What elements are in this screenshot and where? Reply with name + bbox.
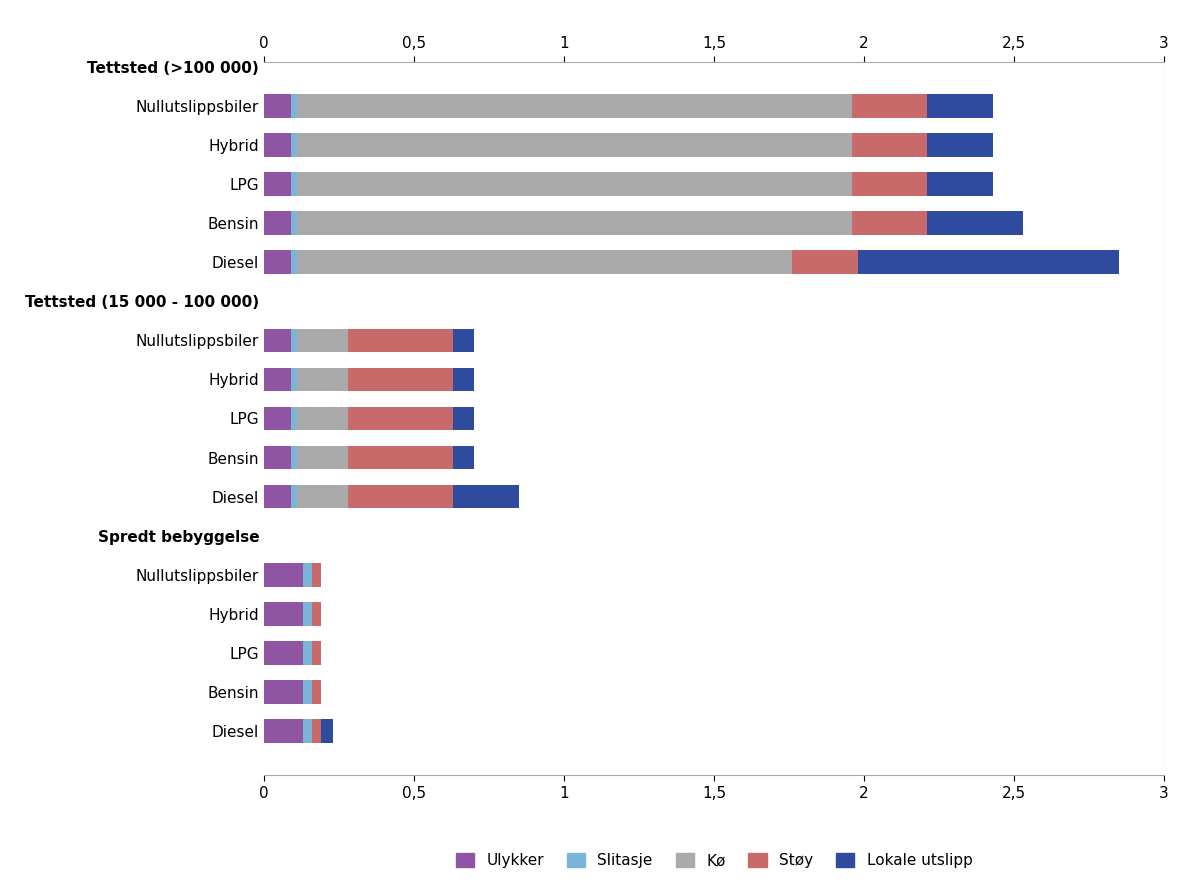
Bar (298, 329, 348, 352)
Bar (454, 446, 474, 470)
Bar (292, 250, 298, 274)
Bar (348, 367, 454, 391)
Bar (264, 367, 292, 391)
Bar (264, 133, 292, 157)
Bar (322, 720, 334, 743)
Bar (292, 446, 298, 470)
Bar (292, 485, 298, 508)
Bar (852, 94, 926, 117)
Bar (264, 720, 302, 743)
Bar (264, 407, 292, 430)
Bar (348, 407, 454, 430)
Bar (292, 133, 298, 157)
Bar (298, 367, 348, 391)
Bar (264, 173, 292, 196)
Bar (852, 211, 926, 235)
Bar (264, 446, 292, 470)
Bar (348, 446, 454, 470)
Bar (312, 602, 322, 626)
Bar (292, 173, 298, 196)
Bar (298, 173, 852, 196)
Bar (298, 211, 852, 235)
Bar (292, 94, 298, 117)
Bar (292, 329, 298, 352)
Bar (302, 602, 312, 626)
Bar (312, 720, 322, 743)
Bar (264, 329, 292, 352)
Bar (454, 407, 474, 430)
Bar (302, 641, 312, 664)
Bar (928, 133, 994, 157)
Bar (454, 485, 520, 508)
Bar (264, 250, 292, 274)
Bar (792, 250, 858, 274)
Bar (298, 250, 792, 274)
Bar (292, 211, 298, 235)
Bar (302, 720, 312, 743)
Bar (348, 485, 454, 508)
Bar (928, 173, 994, 196)
Bar (298, 94, 852, 117)
Bar (454, 367, 474, 391)
Bar (302, 680, 312, 704)
Bar (858, 250, 1120, 274)
Bar (264, 485, 292, 508)
Bar (264, 641, 302, 664)
Bar (312, 641, 322, 664)
Bar (264, 94, 292, 117)
Bar (292, 407, 298, 430)
Bar (264, 602, 302, 626)
Bar (302, 563, 312, 587)
Bar (264, 680, 302, 704)
Bar (928, 94, 994, 117)
Bar (454, 329, 474, 352)
Bar (312, 680, 322, 704)
Bar (852, 133, 926, 157)
Bar (852, 173, 926, 196)
Legend: Ulykker, Slitasje, Kø, Støy, Lokale utslipp: Ulykker, Slitasje, Kø, Støy, Lokale utsl… (450, 848, 978, 875)
Bar (264, 211, 292, 235)
Bar (348, 329, 454, 352)
Bar (264, 563, 302, 587)
Bar (298, 407, 348, 430)
Bar (298, 446, 348, 470)
Bar (292, 367, 298, 391)
Bar (298, 485, 348, 508)
Bar (312, 563, 322, 587)
Bar (928, 211, 1022, 235)
Bar (298, 133, 852, 157)
